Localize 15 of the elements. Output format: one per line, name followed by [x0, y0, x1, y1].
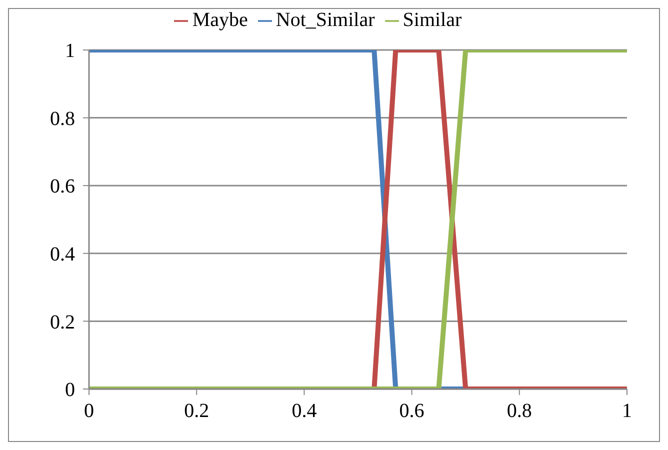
- legend-label: Not_Similar: [276, 9, 375, 31]
- y-tick-label: 0.2: [50, 311, 75, 334]
- y-tick-label: 0.6: [50, 176, 75, 198]
- x-tick-label: 0.6: [399, 400, 424, 422]
- x-tick-label: 1: [622, 400, 632, 422]
- legend-label: Maybe: [192, 9, 248, 31]
- y-tick-label: 0.4: [50, 244, 75, 266]
- x-tick-label: 0.4: [292, 400, 317, 422]
- y-tick-label: 0.8: [50, 108, 75, 130]
- x-tick-label: 0: [84, 400, 94, 422]
- x-tick-label: 0.8: [506, 400, 532, 422]
- legend-label: Similar: [402, 9, 462, 31]
- y-tick-label: 0: [65, 379, 75, 402]
- x-tick-label: 0.2: [184, 400, 210, 422]
- y-tick-label: 1: [65, 40, 75, 62]
